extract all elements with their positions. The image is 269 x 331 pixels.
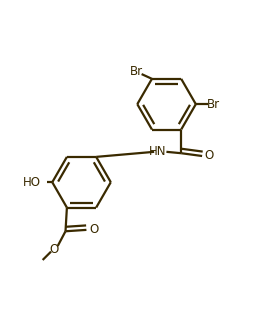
Text: O: O [89, 223, 98, 236]
Text: O: O [205, 149, 214, 162]
Text: Br: Br [207, 98, 220, 111]
Text: HO: HO [23, 176, 41, 189]
Text: HN: HN [149, 145, 167, 158]
Text: O: O [50, 243, 59, 256]
Text: Br: Br [130, 65, 143, 78]
